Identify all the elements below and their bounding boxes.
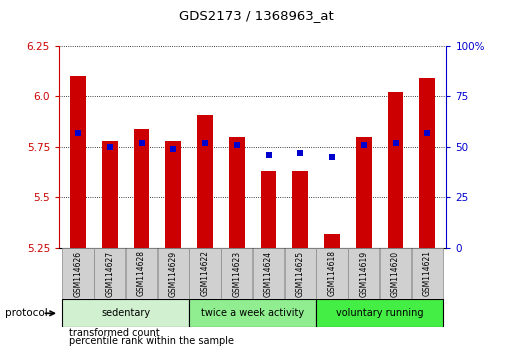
Text: voluntary running: voluntary running	[336, 308, 423, 318]
Bar	[165, 141, 181, 248]
Text: sedentary: sedentary	[101, 308, 150, 318]
Bar	[189, 248, 221, 299]
Bar	[356, 137, 372, 248]
Bar	[419, 78, 435, 248]
Point	[106, 144, 114, 150]
Bar	[189, 299, 316, 327]
Text: GSM114622: GSM114622	[201, 251, 209, 296]
Text: percentile rank within the sample: percentile rank within the sample	[69, 336, 234, 346]
Bar	[94, 248, 125, 299]
Bar	[285, 248, 316, 299]
Point	[137, 140, 146, 146]
Text: GSM114626: GSM114626	[73, 250, 83, 297]
Bar	[412, 248, 443, 299]
Point	[264, 152, 272, 158]
Point	[201, 140, 209, 146]
Point	[423, 130, 431, 136]
Bar	[229, 137, 245, 248]
Bar	[348, 248, 379, 299]
Point	[74, 130, 82, 136]
Bar	[317, 299, 443, 327]
Bar	[292, 171, 308, 248]
Text: GSM114618: GSM114618	[327, 251, 337, 296]
Bar	[261, 171, 277, 248]
Text: GSM114623: GSM114623	[232, 250, 241, 297]
Bar	[126, 248, 157, 299]
Text: GSM114629: GSM114629	[169, 250, 178, 297]
Text: protocol: protocol	[5, 308, 48, 318]
Bar	[157, 248, 189, 299]
Bar	[197, 115, 213, 248]
Text: GDS2173 / 1368963_at: GDS2173 / 1368963_at	[179, 9, 334, 22]
Bar	[63, 299, 189, 327]
Bar	[133, 129, 149, 248]
Bar	[324, 234, 340, 248]
Point	[233, 142, 241, 148]
Point	[296, 150, 304, 156]
Text: twice a week activity: twice a week activity	[201, 308, 304, 318]
Text: GSM114627: GSM114627	[105, 250, 114, 297]
Bar	[380, 248, 411, 299]
Bar	[102, 141, 117, 248]
Point	[169, 146, 177, 152]
Text: GSM114624: GSM114624	[264, 250, 273, 297]
Point	[360, 142, 368, 148]
Point	[328, 154, 336, 160]
Bar	[70, 76, 86, 248]
Bar	[253, 248, 284, 299]
Bar	[63, 248, 93, 299]
Text: GSM114620: GSM114620	[391, 250, 400, 297]
Text: GSM114621: GSM114621	[423, 251, 432, 296]
Bar	[388, 92, 403, 248]
Text: GSM114628: GSM114628	[137, 251, 146, 296]
Point	[391, 140, 400, 146]
Text: GSM114625: GSM114625	[296, 250, 305, 297]
Text: transformed count: transformed count	[69, 328, 160, 338]
Bar	[221, 248, 252, 299]
Text: GSM114619: GSM114619	[359, 250, 368, 297]
Bar	[317, 248, 348, 299]
